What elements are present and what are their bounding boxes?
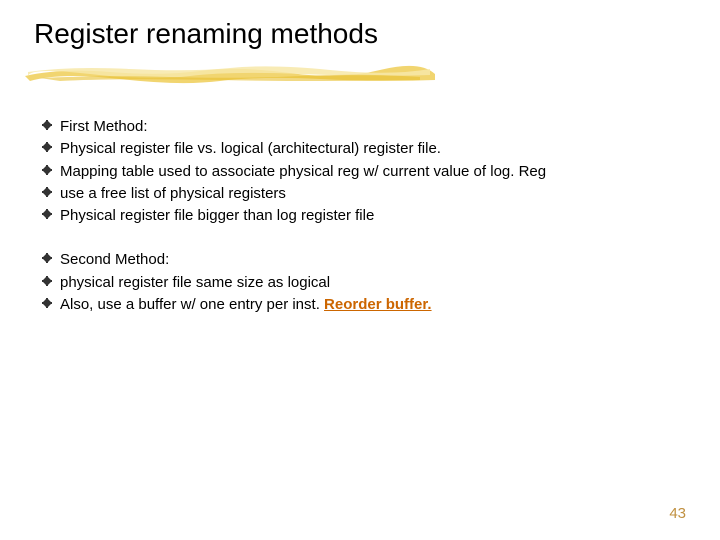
list-item: physical register file same size as logi… xyxy=(42,273,690,293)
group-spacer xyxy=(42,228,690,250)
list-item: Also, use a buffer w/ one entry per inst… xyxy=(42,295,690,315)
list-item: Second Method: xyxy=(42,250,690,270)
list-item: Physical register file bigger than log r… xyxy=(42,206,690,226)
page-number: 43 xyxy=(669,505,686,522)
list-item: Physical register file vs. logical (arch… xyxy=(42,139,690,159)
content-area: First Method: Physical register file vs.… xyxy=(42,117,690,315)
bullet-text: Physical register file bigger than log r… xyxy=(60,206,374,226)
bullet-icon xyxy=(42,298,60,308)
bullet-icon xyxy=(42,120,60,130)
bullet-text: First Method: xyxy=(60,117,148,137)
bullet-text-plain: Also, use a buffer w/ one entry per inst… xyxy=(60,296,324,313)
list-item: use a free list of physical registers xyxy=(42,184,690,204)
bullet-icon xyxy=(42,253,60,263)
list-item: First Method: xyxy=(42,117,690,137)
page-title: Register renaming methods xyxy=(34,18,690,50)
bullet-icon xyxy=(42,165,60,175)
bullet-icon xyxy=(42,209,60,219)
bullet-text: Second Method: xyxy=(60,250,169,270)
bullet-text: Physical register file vs. logical (arch… xyxy=(60,139,441,159)
bullet-text: Mapping table used to associate physical… xyxy=(60,162,546,182)
brush-underline-icon xyxy=(20,62,440,84)
list-item: Mapping table used to associate physical… xyxy=(42,162,690,182)
bullet-text: use a free list of physical registers xyxy=(60,184,286,204)
bullet-icon xyxy=(42,276,60,286)
bullet-icon xyxy=(42,187,60,197)
bullet-text: Also, use a buffer w/ one entry per inst… xyxy=(60,295,432,315)
title-underline xyxy=(20,62,690,89)
slide: Register renaming methods First Method: … xyxy=(0,0,720,540)
bullet-text: physical register file same size as logi… xyxy=(60,273,330,293)
reorder-buffer-link[interactable]: Reorder buffer. xyxy=(324,296,432,313)
bullet-icon xyxy=(42,142,60,152)
